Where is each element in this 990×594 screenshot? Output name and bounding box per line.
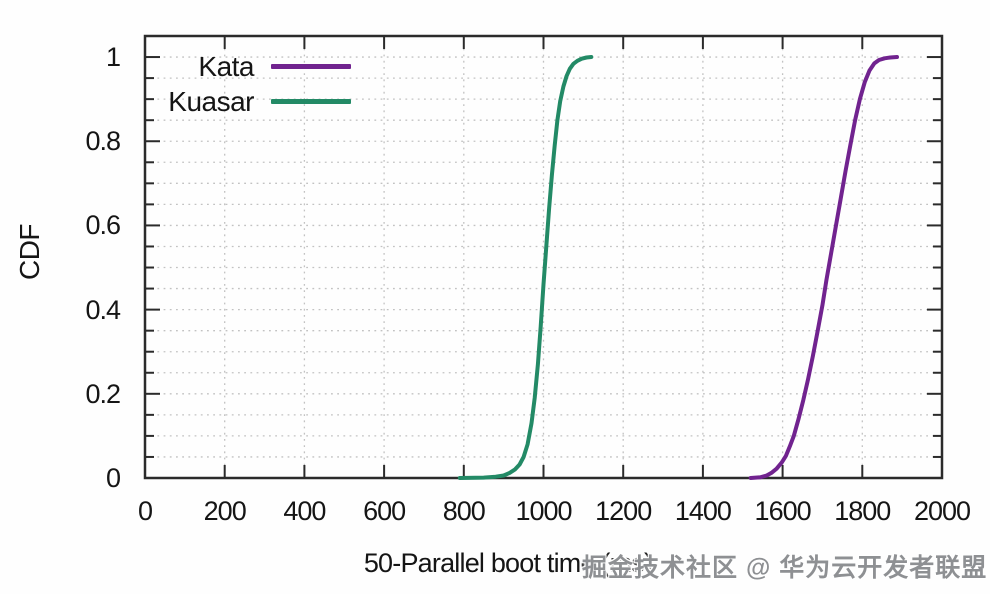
y-tick-label: 0.6 (85, 210, 121, 241)
legend-line-sample-kata (271, 64, 351, 69)
x-tick-label: 1000 (515, 496, 572, 526)
legend-line-sample-kuasar (271, 99, 351, 104)
x-tick-label: 200 (203, 496, 247, 526)
x-tick-label: 1800 (834, 496, 891, 526)
y-tick-label: 0.8 (85, 126, 121, 157)
y-tick-label: 0.2 (85, 378, 121, 409)
legend-label-kata: Kata (198, 50, 254, 82)
x-tick-label: 1600 (754, 496, 812, 526)
x-tick-label: 0 (137, 496, 153, 526)
x-axis-title: 50-Parallel boot time (ms) (363, 548, 653, 578)
legend-row-kuasar: Kuasar (118, 84, 351, 119)
plot-frame (143, 34, 944, 480)
x-tick-label: 1400 (674, 496, 732, 526)
legend-label-kuasar: Kuasar (168, 85, 254, 117)
x-tick-label: 1200 (595, 496, 652, 526)
x-tick-label: 400 (283, 496, 326, 526)
y-tick-label: 0 (105, 463, 121, 493)
y-tick-label: 1 (105, 42, 121, 73)
kuasar-curve (457, 55, 594, 480)
x-tick-label: 800 (442, 496, 486, 526)
legend: Kata Kuasar (118, 49, 351, 119)
y-tick-label: 0.4 (85, 294, 121, 325)
x-tick-label: 600 (363, 496, 406, 526)
kata-curve (748, 55, 899, 480)
legend-row-kata: Kata (118, 49, 351, 84)
watermark-text: 掘金技术社区 @ 华为云开发者联盟 (582, 554, 988, 582)
x-tick-label: 2000 (913, 496, 971, 526)
